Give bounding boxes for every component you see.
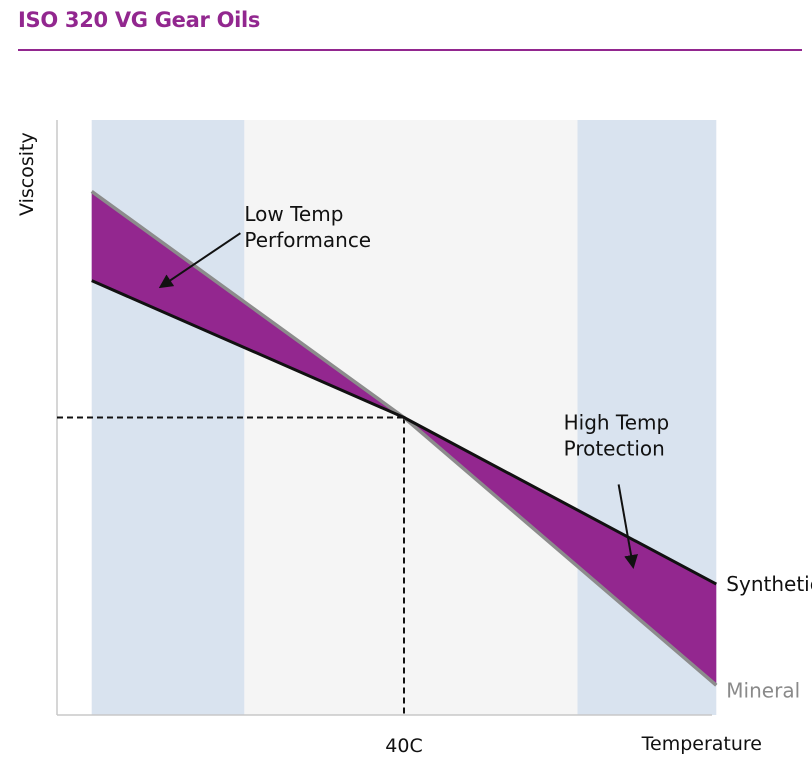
x-tick-label-40c: 40C (385, 735, 422, 757)
y-axis-label: Viscosity (16, 132, 38, 216)
title-underline (18, 49, 802, 51)
annotation-arrow-1 (617, 484, 638, 570)
chart-title: ISO 320 VG Gear Oils (18, 8, 261, 32)
annotation-text-0: Low Temp Performance (244, 202, 371, 252)
series-label-synthetic: Synthetic (726, 572, 812, 596)
series-label-mineral: Mineral (726, 678, 800, 702)
series-line-synthetic (91, 279, 718, 586)
annotation-text-1: High Temp Protection (564, 410, 670, 460)
x-axis-label: Temperature (641, 733, 762, 755)
annotation-arrow-0 (158, 232, 241, 289)
